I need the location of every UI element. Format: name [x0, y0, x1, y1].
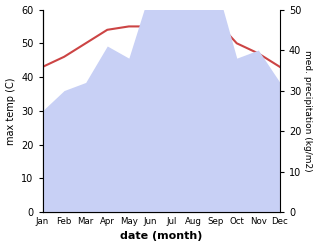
Y-axis label: med. precipitation (kg/m2): med. precipitation (kg/m2) [303, 50, 313, 172]
Y-axis label: max temp (C): max temp (C) [5, 77, 16, 144]
X-axis label: date (month): date (month) [120, 231, 203, 242]
